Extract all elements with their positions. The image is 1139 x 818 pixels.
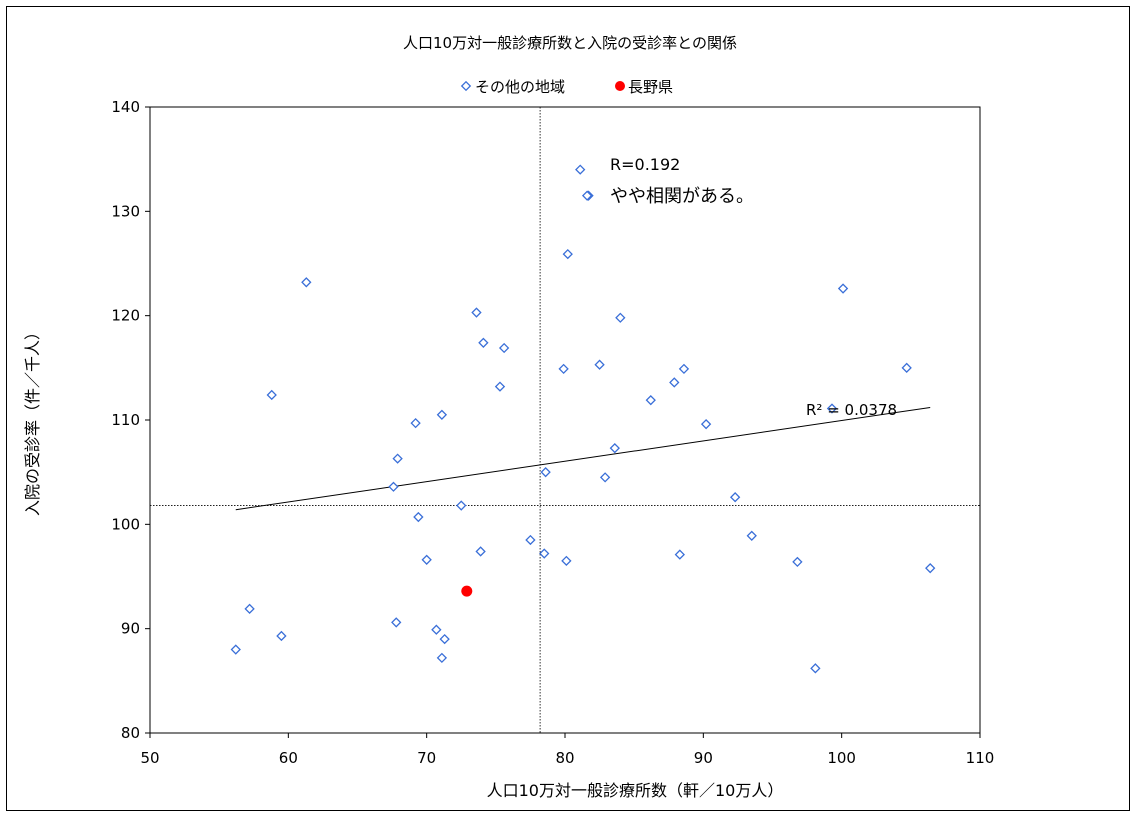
data-point-other-region bbox=[826, 403, 838, 414]
legend-marker-nagano bbox=[615, 81, 625, 91]
data-point-other-region bbox=[276, 630, 287, 642]
axes: 50 60 70 80 90 100 110 80 90 100 110 120 130 140 bbox=[111, 98, 994, 767]
data-point-other-region bbox=[301, 277, 312, 288]
data-point-other-region bbox=[594, 359, 605, 370]
chart-frame bbox=[6, 6, 1130, 811]
x-tick-label: 100 bbox=[827, 749, 856, 767]
y-tick-label: 110 bbox=[111, 411, 140, 429]
trendline bbox=[235, 406, 931, 511]
y-tick-label: 130 bbox=[111, 202, 140, 220]
x-tick-label: 60 bbox=[279, 749, 298, 767]
data-point-other-region bbox=[674, 549, 685, 560]
data-point-other-region bbox=[471, 307, 482, 318]
data-point-other-region bbox=[391, 617, 402, 628]
data-point-other-region bbox=[901, 362, 912, 373]
chart-legend: その他の地域 長野県 bbox=[460, 78, 673, 96]
x-axis-label: 人口10万対一般診療所数（軒／10万人） bbox=[487, 781, 784, 800]
data-point-other-region bbox=[498, 342, 510, 354]
data-point-other-region bbox=[540, 467, 551, 478]
x-tick-label: 50 bbox=[140, 749, 159, 767]
data-point-other-region bbox=[266, 389, 277, 401]
y-tick-label: 80 bbox=[121, 724, 140, 742]
x-tick-label: 80 bbox=[555, 749, 574, 767]
legend-label-other-regions: その他の地域 bbox=[475, 78, 565, 96]
data-point-other-region bbox=[837, 283, 849, 294]
data-point-other-region bbox=[746, 530, 757, 541]
data-point-other-region bbox=[478, 337, 489, 348]
data-point-other-region bbox=[392, 453, 403, 464]
data-point-other-region bbox=[645, 395, 656, 406]
data-point-other-region bbox=[421, 554, 432, 565]
data-point-other-region bbox=[925, 562, 936, 574]
data-point-other-region bbox=[413, 511, 424, 523]
data-point-other-region bbox=[562, 248, 573, 260]
y-tick-label: 90 bbox=[121, 620, 140, 638]
data-point-other-region bbox=[599, 472, 611, 483]
data-point-other-region bbox=[810, 663, 821, 674]
data-point-other-region bbox=[410, 417, 421, 429]
data-point-other-region bbox=[475, 546, 486, 557]
data-point-other-region bbox=[388, 481, 399, 492]
data-point-other-region bbox=[792, 556, 803, 568]
chart-title: 人口10万対一般診療所数と入院の受診率との関係 bbox=[403, 34, 737, 52]
data-point-other-region bbox=[700, 419, 712, 430]
plot-area bbox=[149, 106, 981, 734]
legend-marker-other-regions bbox=[460, 80, 472, 92]
y-tick-label: 120 bbox=[111, 307, 140, 325]
data-point-other-region bbox=[615, 312, 626, 323]
data-point-other-region bbox=[539, 548, 550, 559]
data-point-other-region bbox=[436, 409, 448, 420]
reference-lines bbox=[150, 107, 980, 733]
data-point-other-region bbox=[230, 644, 241, 655]
data-point-other-region bbox=[558, 363, 569, 375]
y-tick-label: 140 bbox=[111, 98, 140, 116]
data-point-other-region bbox=[729, 492, 741, 503]
data-point-other-region bbox=[575, 164, 586, 175]
y-tick-label: 100 bbox=[111, 515, 140, 533]
trendline-group bbox=[235, 406, 931, 511]
r-squared-label: R² = 0.0378 bbox=[806, 401, 897, 419]
y-axis-label: 入院の受診率（件／千人） bbox=[23, 324, 42, 516]
data-point-other-region bbox=[609, 443, 620, 454]
correlation-description: やや相関がある。 bbox=[610, 186, 754, 207]
data-point-other-region bbox=[456, 500, 467, 511]
data-point-other-region bbox=[494, 381, 506, 392]
data-point-other-region bbox=[431, 624, 442, 635]
x-tick-label: 110 bbox=[966, 749, 995, 767]
data-points bbox=[230, 164, 936, 674]
x-tick-label: 70 bbox=[417, 749, 436, 767]
legend-label-nagano: 長野県 bbox=[628, 78, 673, 96]
data-point-nagano bbox=[461, 585, 473, 597]
data-point-other-region bbox=[244, 603, 255, 615]
x-tick-label: 90 bbox=[694, 749, 713, 767]
data-point-other-region bbox=[439, 633, 450, 645]
data-point-other-region bbox=[436, 652, 448, 664]
data-point-other-region bbox=[525, 534, 536, 546]
data-point-other-region bbox=[678, 363, 690, 375]
data-point-other-region bbox=[581, 190, 593, 201]
correlation-annotation: R=0.192 bbox=[610, 155, 680, 174]
data-point-other-region bbox=[669, 377, 680, 388]
data-point-other-region bbox=[561, 555, 572, 567]
